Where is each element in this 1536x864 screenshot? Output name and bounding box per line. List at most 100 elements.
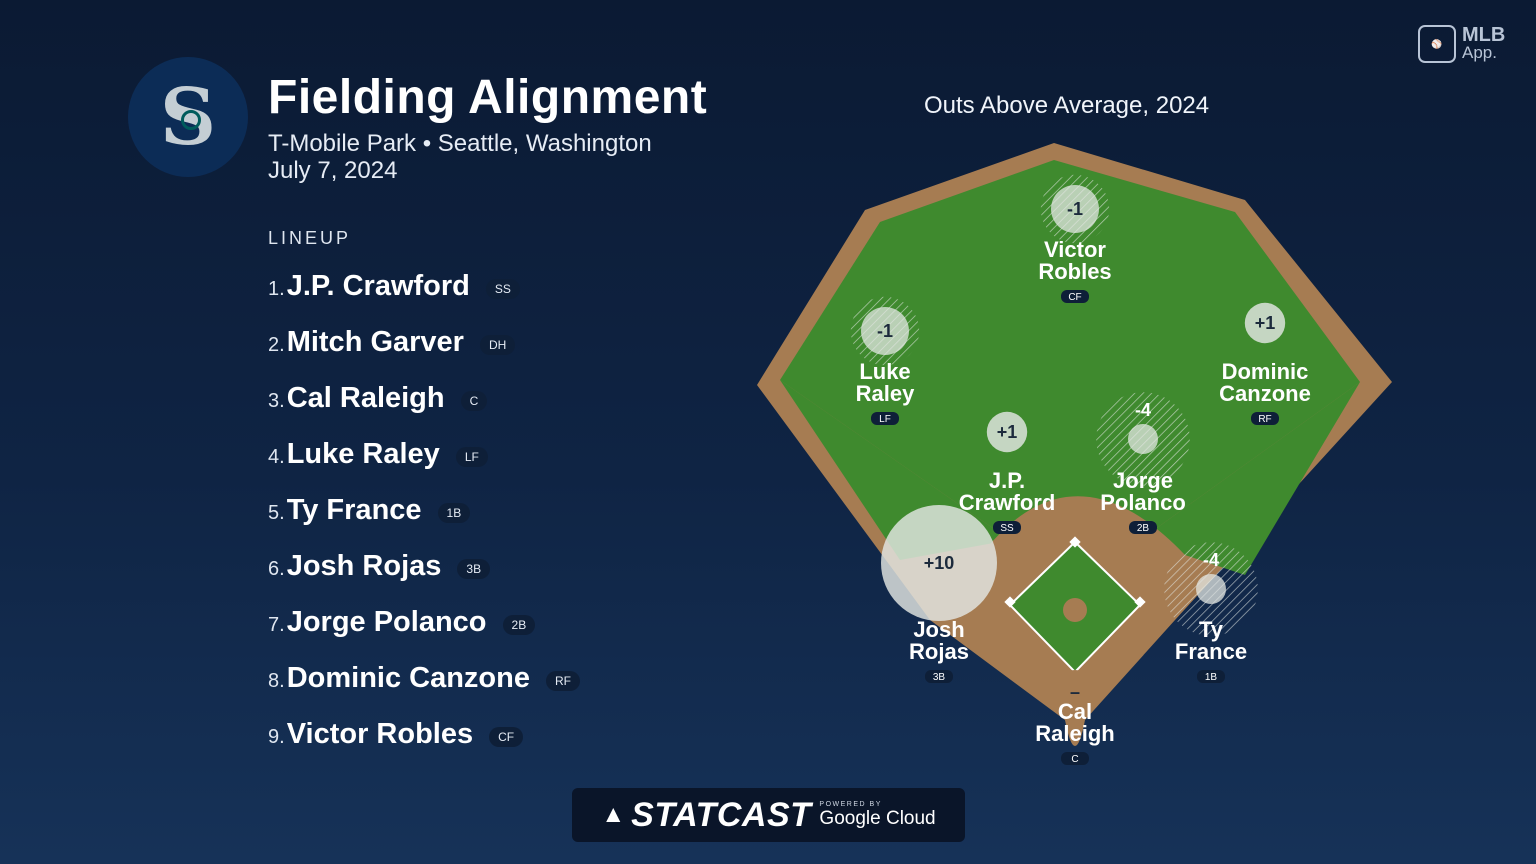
oaa-value: +10 xyxy=(924,553,955,573)
mlb-app-line1: MLB xyxy=(1462,24,1506,46)
home-plate-circle xyxy=(1053,670,1097,714)
oaa-value: -1 xyxy=(1067,199,1083,219)
lineup-item: 2. Mitch Garver DH xyxy=(268,314,580,370)
lineup-number: 3. xyxy=(268,389,285,412)
lineup-number: 2. xyxy=(268,333,285,356)
mlb-app-logo: ⚾ MLB App. xyxy=(1418,25,1505,63)
first-base xyxy=(1134,596,1146,608)
position-badge: C xyxy=(1071,754,1078,765)
position-badge: 3B xyxy=(933,672,946,683)
mlb-app-line2: App. xyxy=(1462,43,1497,62)
fielder-name-first: Victor xyxy=(1044,237,1106,262)
lineup-position-badge: SS xyxy=(485,279,520,299)
statcast-branding: ▲ STATCAST POWERED BY Google Cloud xyxy=(572,788,965,842)
oaa-bubble xyxy=(1244,302,1286,344)
lineup-position-badge: LF xyxy=(455,447,488,467)
fielder-name-last: Polanco xyxy=(1100,490,1186,515)
lineup-list: 1. J.P. Crawford SS 2. Mitch Garver DH 3. Cal… xyxy=(268,258,580,762)
venue-subtitle: T-Mobile Park • Seattle, Washington xyxy=(268,130,652,157)
oaa-value: -4 xyxy=(1135,400,1151,420)
statcast-wordmark: STATCAST xyxy=(631,795,812,834)
position-badge-bg xyxy=(1061,752,1089,765)
lineup-item: 8. Dominic Canzone RF xyxy=(268,650,580,706)
fielder-marker-ss: +1 J.P.Crawford SS xyxy=(959,411,1055,534)
mariners-logo: S xyxy=(128,57,248,177)
oaa-bubble xyxy=(1128,424,1158,454)
lineup-number: 7. xyxy=(268,613,285,636)
position-badge: SS xyxy=(1000,523,1014,534)
field-grass xyxy=(780,160,1360,580)
lineup-player-name: Jorge Polanco xyxy=(286,605,487,638)
oaa-bubble xyxy=(1196,574,1226,604)
mariners-s-icon: S xyxy=(159,71,217,163)
lineup-item: 4. Luke Raley LF xyxy=(268,426,580,482)
position-badge-bg xyxy=(1197,670,1225,683)
lineup-position-badge: C xyxy=(460,391,488,411)
position-badge-bg xyxy=(1251,412,1279,425)
third-base xyxy=(1004,596,1016,608)
lineup-item: 9. Victor Robles CF xyxy=(268,706,580,762)
mlb-logo-icon: ⚾ xyxy=(1418,25,1456,63)
lineup-number: 1. xyxy=(268,277,285,300)
fielder-name-first: Dominic xyxy=(1222,359,1309,384)
lineup-item: 1. J.P. Crawford SS xyxy=(268,258,580,314)
fielder-name-first: Jorge xyxy=(1113,468,1173,493)
field-chart-title: Outs Above Average, 2024 xyxy=(924,92,1210,119)
position-badge-bg xyxy=(925,670,953,683)
lineup-position-badge: RF xyxy=(546,671,580,691)
second-base xyxy=(1069,536,1081,548)
lineup-player-name: Luke Raley xyxy=(286,437,440,470)
lineup-item: 7. Jorge Polanco 2B xyxy=(268,594,580,650)
lineup-player-name: Cal Raleigh xyxy=(286,381,445,414)
lineup-player-name: Victor Robles xyxy=(286,717,474,750)
lineup-number: 5. xyxy=(268,501,285,524)
oaa-value: +1 xyxy=(997,422,1018,442)
lineup-player-name: Dominic Canzone xyxy=(286,661,530,694)
fielder-name-first: Josh xyxy=(913,617,964,642)
fielder-name-last: Robles xyxy=(1038,259,1111,284)
lineup-heading: LINEUP xyxy=(268,228,352,248)
lineup-player-name: Ty France xyxy=(286,493,422,526)
fielder-name-first: Luke xyxy=(859,359,910,384)
pitchers-mound xyxy=(1063,598,1087,622)
game-date: July 7, 2024 xyxy=(268,157,398,184)
mlb-batter-logo-icon: ▲ xyxy=(601,801,626,828)
position-badge-bg xyxy=(993,521,1021,534)
position-badge: LF xyxy=(879,414,891,425)
oaa-value: -4 xyxy=(1203,550,1219,570)
lineup-player-name: J.P. Crawford xyxy=(286,269,470,302)
lineup-number: 4. xyxy=(268,445,285,468)
oaa-bubble xyxy=(861,307,909,355)
lineup-position-badge: CF xyxy=(489,727,524,747)
lineup-position-badge: 3B xyxy=(457,559,491,579)
page-title: Fielding Alignment xyxy=(268,71,708,124)
oaa-value: +1 xyxy=(1255,313,1276,333)
fielder-name-first: Ty xyxy=(1199,617,1224,642)
lineup-number: 9. xyxy=(268,725,285,748)
fielder-name-last: Rojas xyxy=(909,639,969,664)
position-badge: 1B xyxy=(1205,672,1218,683)
fielder-name-last: Raleigh xyxy=(1035,721,1114,746)
lineup-number: 6. xyxy=(268,557,285,580)
oaa-bubble xyxy=(986,411,1028,453)
oaa-value: – xyxy=(1070,682,1080,702)
lineup-item: 6. Josh Rojas 3B xyxy=(268,538,580,594)
lineup-position-badge: 2B xyxy=(502,615,536,635)
lineup-player-name: Mitch Garver xyxy=(286,325,464,358)
lineup-item: 3. Cal Raleigh C xyxy=(268,370,580,426)
google-cloud-label: Google Cloud xyxy=(819,807,936,829)
lineup-position-badge: DH xyxy=(479,335,516,355)
fielder-name-last: France xyxy=(1175,639,1247,664)
fielder-name-first: Cal xyxy=(1058,699,1092,724)
lineup-position-badge: 1B xyxy=(437,503,471,523)
fielder-name-last: Canzone xyxy=(1219,381,1311,406)
lineup-item: 5. Ty France 1B xyxy=(268,482,580,538)
